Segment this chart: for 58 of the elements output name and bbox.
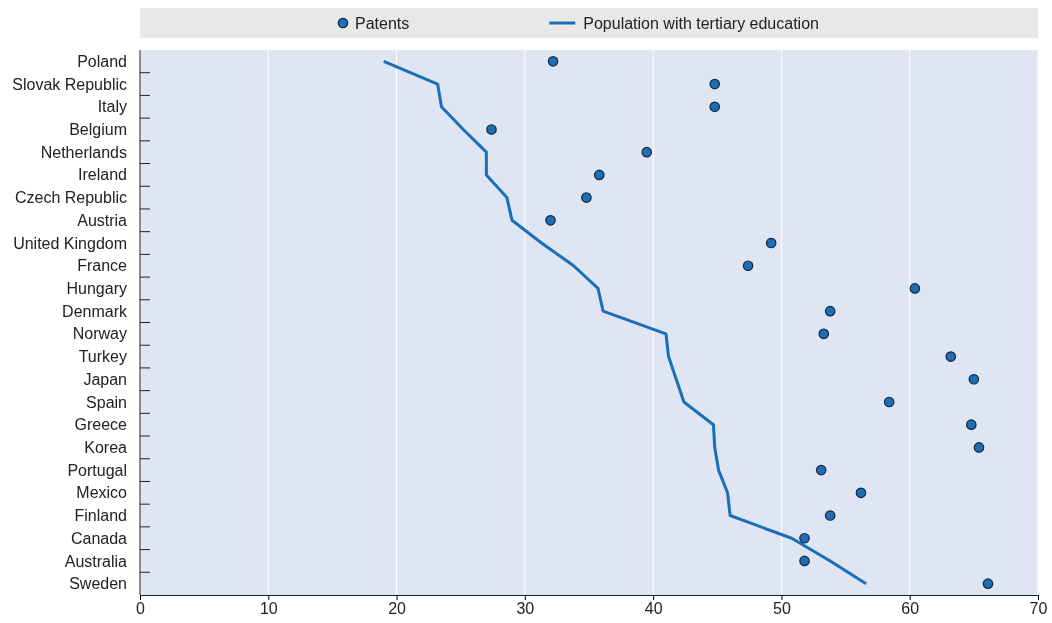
- point: [965, 419, 977, 430]
- legend-label: Population with tertiary education: [583, 14, 819, 32]
- point: [799, 555, 810, 567]
- point: [581, 192, 592, 203]
- y-tick-label: Ireland: [78, 166, 127, 184]
- point: [709, 78, 721, 90]
- point: [824, 510, 836, 521]
- y-tick-label: Spain: [86, 393, 127, 411]
- point: [818, 328, 830, 340]
- point: [945, 351, 957, 362]
- point: [968, 373, 980, 385]
- y-tick-label: Sweden: [69, 575, 127, 593]
- legend-label: Patents: [355, 14, 410, 32]
- y-tick-label: Hungary: [66, 280, 127, 298]
- y-tick-label: Netherlands: [40, 143, 127, 161]
- y-tick-label: Greece: [74, 416, 128, 434]
- point: [973, 442, 985, 453]
- point: [547, 56, 559, 67]
- point: [799, 532, 810, 544]
- x-tick-label: 0: [136, 600, 146, 618]
- y-tick-label: Korea: [84, 439, 128, 456]
- point: [824, 305, 836, 317]
- point: [641, 146, 653, 158]
- y-tick-label: Italy: [97, 98, 127, 116]
- y-tick-label: Slovak Republic: [12, 75, 127, 93]
- point: [742, 260, 754, 272]
- y-tick-label: Australia: [64, 552, 128, 570]
- x-tick-label: 20: [388, 600, 407, 618]
- point: [909, 283, 921, 294]
- y-tick-label: France: [77, 257, 128, 275]
- y-tick-label: Finland: [74, 507, 127, 525]
- x-tick-label: 30: [516, 600, 535, 618]
- x-tick-label: 50: [773, 600, 791, 618]
- point: [486, 124, 497, 135]
- y-tick-label: Japan: [83, 370, 127, 388]
- x-tick-label: 70: [1029, 600, 1048, 618]
- y-tick-label: Norway: [72, 325, 127, 343]
- y-tick-label: Denmark: [62, 302, 128, 320]
- y-tick-label: Mexico: [76, 484, 128, 502]
- point: [982, 578, 994, 589]
- point: [855, 487, 867, 499]
- point: [765, 237, 777, 249]
- y-tick-label: United Kingdom: [13, 234, 127, 252]
- x-tick-label: 40: [644, 600, 663, 618]
- y-tick-label: Czech Republic: [14, 189, 127, 207]
- y-tick-label: Poland: [77, 52, 127, 70]
- y-tick-label: Canada: [70, 529, 128, 547]
- point: [545, 215, 556, 226]
- x-tick-label: 10: [259, 600, 278, 618]
- point: [709, 101, 721, 113]
- y-tick-label: Austria: [77, 211, 128, 229]
- point: [815, 464, 827, 476]
- y-tick-label: Portugal: [67, 461, 127, 479]
- point: [593, 169, 605, 181]
- point: [883, 396, 895, 408]
- y-tick-label: Belgium: [69, 121, 127, 139]
- x-tick-label: 60: [901, 600, 920, 618]
- y-tick-label: Turkey: [78, 348, 127, 366]
